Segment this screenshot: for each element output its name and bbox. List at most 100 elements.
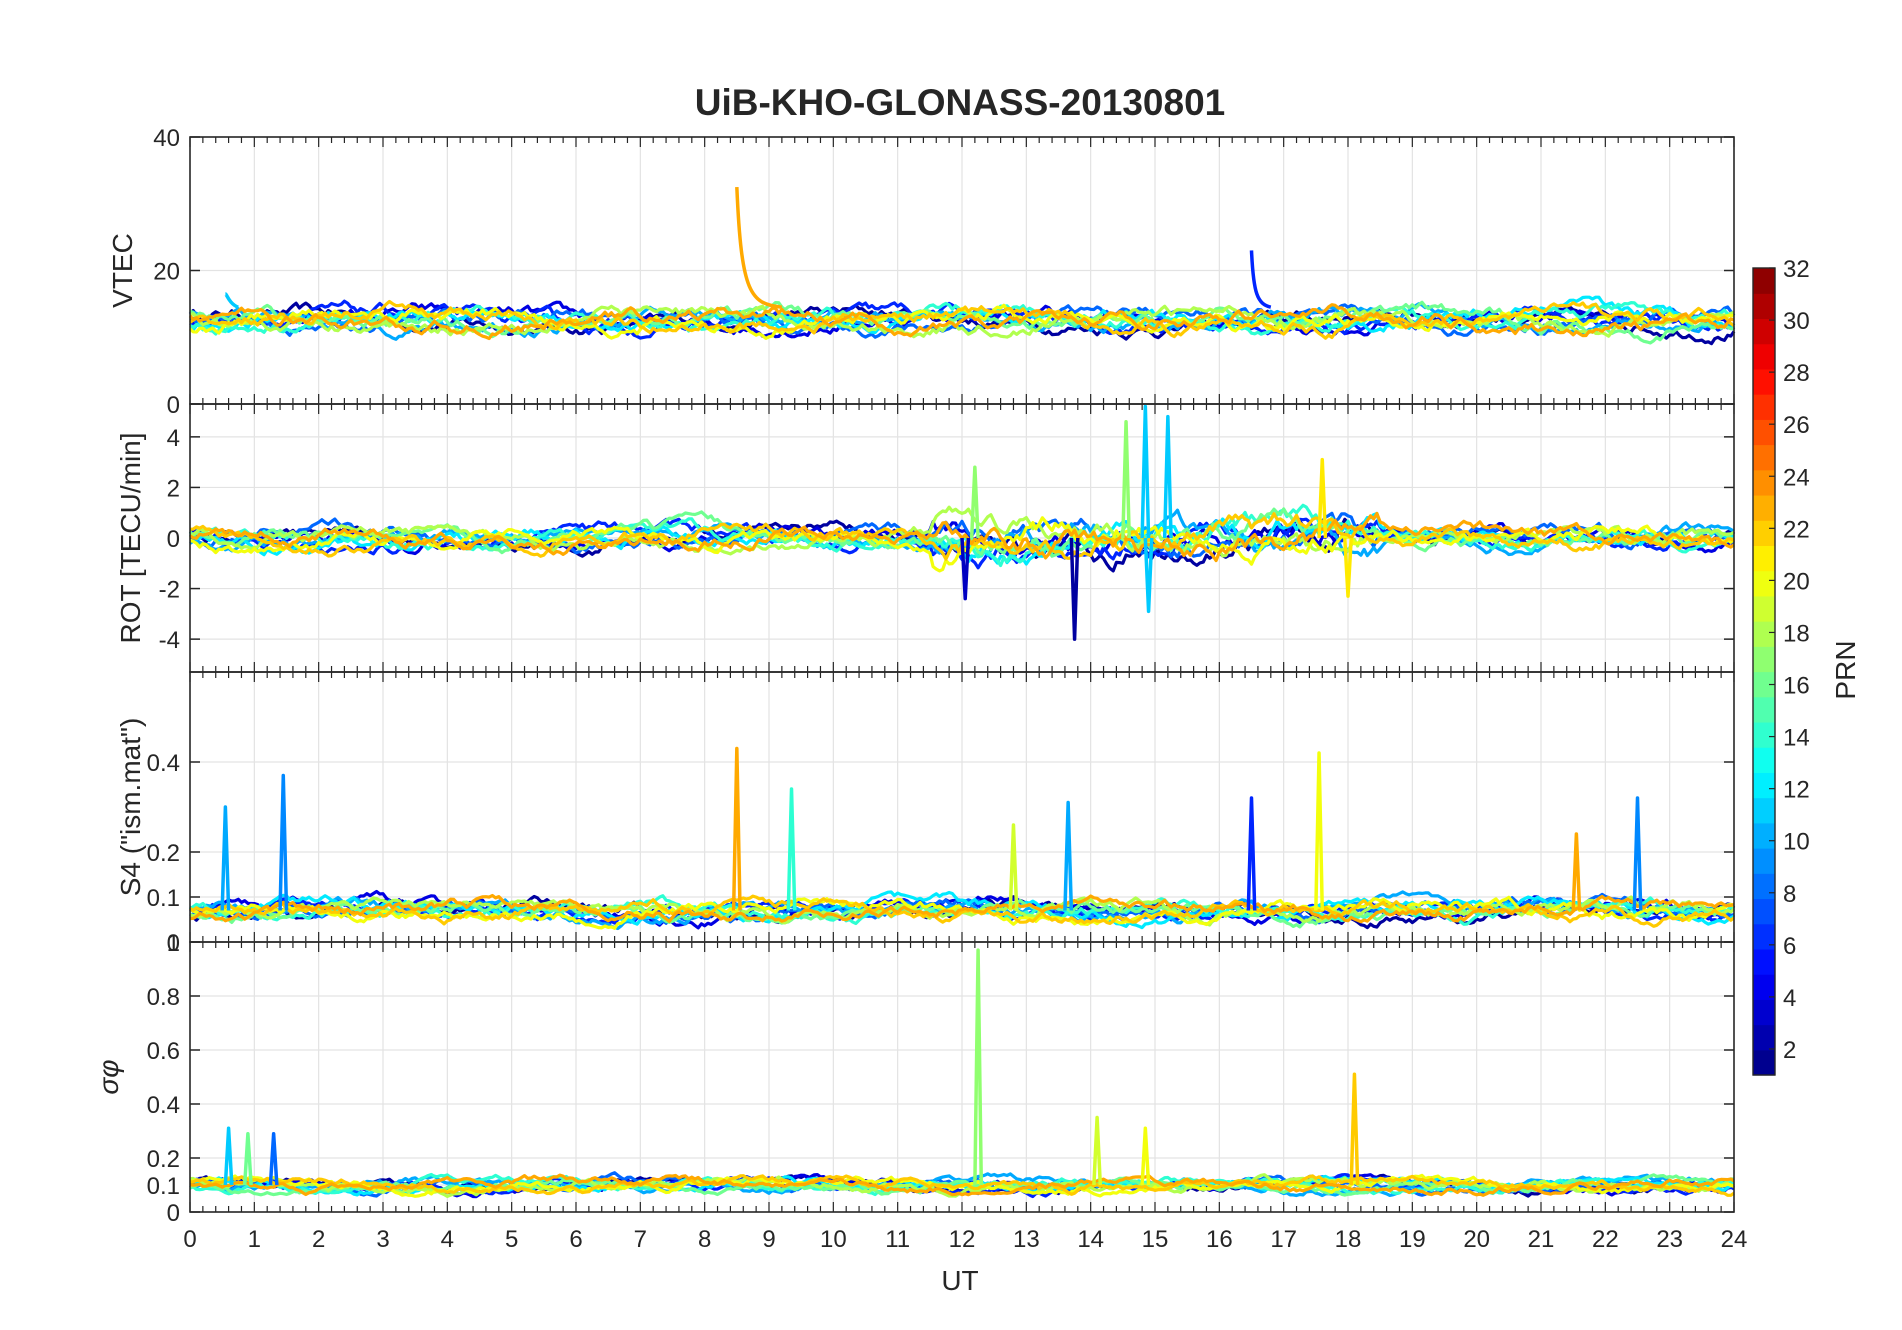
y-tick-label: 0.8 — [147, 984, 180, 1011]
x-tick-label: 16 — [1206, 1226, 1233, 1253]
colorbar-tick-label: 26 — [1783, 412, 1810, 439]
colorbar-segment — [1753, 494, 1775, 521]
colorbar-segment — [1753, 621, 1775, 647]
x-tick-label: 13 — [1013, 1226, 1040, 1253]
spike-prn-10 — [1063, 800, 1074, 911]
colorbar-segment — [1753, 898, 1775, 925]
spike-prn-21 — [1343, 537, 1353, 598]
spike-prn-17 — [1121, 419, 1132, 539]
colorbar-segment — [1753, 822, 1775, 849]
colorbar-segment — [1753, 318, 1775, 345]
spike-prn-23 — [735, 186, 783, 309]
colorbar-segment — [1753, 721, 1775, 748]
x-tick-label: 9 — [762, 1226, 775, 1253]
colorbar-tick-label: 28 — [1783, 360, 1810, 387]
colorbar-segment — [1753, 469, 1775, 496]
spike-prn-6 — [1249, 250, 1272, 309]
y-axis-label: σφ — [93, 1059, 124, 1094]
colorbar-tick-label: 10 — [1783, 829, 1810, 856]
x-axis-label: UT — [941, 1265, 978, 1296]
y-axis-label: VTEC — [107, 233, 138, 308]
spike-prn-23 — [1571, 832, 1582, 911]
colorbar-segment — [1753, 343, 1775, 370]
x-tick-label: 12 — [949, 1226, 976, 1253]
spike-prn-8 — [268, 1131, 279, 1186]
spike-prn-9 — [1632, 796, 1643, 911]
colorbar-segment — [1753, 1049, 1775, 1076]
colorbar-segment — [1753, 999, 1775, 1026]
chart-title: UiB-KHO-GLONASS-20130801 — [695, 82, 1225, 123]
colorbar-segment — [1753, 797, 1775, 824]
colorbar-tick-label: 22 — [1783, 516, 1810, 543]
spike-prn-21 — [1317, 457, 1328, 539]
spike-prn-10 — [220, 805, 231, 911]
spike-prn-9 — [278, 773, 289, 911]
colorbar-segment — [1753, 646, 1775, 673]
x-tick-label: 24 — [1721, 1226, 1748, 1253]
x-tick-label: 4 — [441, 1226, 454, 1253]
x-axis: 0 1 2 3 4 5 6 7 8 9 10 11 12 13 14 15 16 17 18 19 20 21 22 23 24 — [183, 1226, 1747, 1253]
colorbar-segment — [1753, 268, 1775, 294]
spike-prn-20 — [1140, 1126, 1151, 1186]
spike-prn-11 — [1143, 537, 1154, 614]
colorbar-segment — [1753, 520, 1775, 547]
colorbar-segment — [1753, 545, 1775, 572]
panel-frame — [189, 941, 1735, 1213]
y-tick-label: 2 — [167, 475, 180, 502]
colorbar-segment — [1753, 923, 1775, 950]
y-tick-label: 0.6 — [147, 1038, 180, 1065]
y-axis-label: ROT [TECU/min] — [115, 432, 146, 643]
x-tick-label: 3 — [376, 1226, 389, 1253]
x-tick-label: 10 — [820, 1226, 847, 1253]
x-tick-label: 8 — [698, 1226, 711, 1253]
x-tick-label: 7 — [634, 1226, 647, 1253]
spike-prn-22 — [1349, 1072, 1360, 1186]
spike-prn-6 — [1246, 796, 1257, 911]
x-tick-label: 18 — [1335, 1226, 1362, 1253]
y-tick-label: 0.2 — [147, 840, 180, 867]
y-tick-label: -2 — [159, 577, 180, 604]
series-line-prn-22 — [189, 894, 1735, 928]
y-tick-label: -4 — [159, 627, 180, 654]
spike-prn-11 — [1140, 404, 1151, 539]
spike-prn-11 — [223, 292, 240, 309]
colorbar-segment — [1753, 1024, 1775, 1051]
spike-prn-3 — [960, 537, 971, 601]
colorbar-tick-label: 2 — [1783, 1037, 1796, 1064]
x-tick-label: 19 — [1399, 1226, 1426, 1253]
spike-prn-11 — [1162, 414, 1173, 539]
colorbar-frame — [1752, 267, 1776, 1076]
colorbar-segment — [1753, 873, 1775, 900]
y-tick-label: 0.1 — [147, 885, 180, 912]
x-tick-label: 17 — [1270, 1226, 1297, 1253]
y-tick-label: 0 — [167, 1200, 180, 1227]
x-tick-label: 5 — [505, 1226, 518, 1253]
spike-prn-20 — [1314, 751, 1325, 911]
colorbar-tick-label: 6 — [1783, 933, 1796, 960]
colorbar-tick-label: 12 — [1783, 777, 1810, 804]
spike-prn-2 — [1069, 537, 1080, 641]
spike-prn-11 — [223, 1126, 234, 1186]
spike-prn-14 — [786, 787, 797, 911]
x-tick-label: 2 — [312, 1226, 325, 1253]
series-line-prn-18 — [189, 1173, 1735, 1198]
y-tick-label: 0.1 — [147, 1173, 180, 1200]
x-tick-label: 6 — [569, 1226, 582, 1253]
colorbar-segment — [1753, 419, 1775, 446]
colorbar-tick-label: 30 — [1783, 308, 1810, 335]
rot-panel: -4 -2 0 2 4 ROT [TECU/min] — [115, 403, 1736, 673]
colorbar-segment — [1753, 974, 1775, 1000]
y-tick-label: 0 — [167, 392, 180, 419]
y-tick-label: 40 — [153, 125, 180, 152]
spike-prn-23 — [731, 746, 742, 911]
y-tick-label: 0.2 — [147, 1146, 180, 1173]
series-line-prn-23 — [188, 303, 1735, 341]
series-line-prn-23 — [189, 893, 1735, 924]
colorbar-segment — [1753, 848, 1775, 874]
series-line-prn-23 — [189, 1173, 1735, 1197]
x-tick-label: 22 — [1592, 1226, 1619, 1253]
x-tick-label: 23 — [1656, 1226, 1683, 1253]
colorbar-segment — [1753, 394, 1775, 420]
